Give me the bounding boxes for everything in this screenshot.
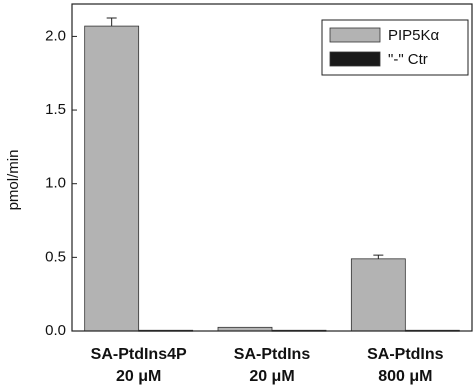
x-tick-label: 20 μM	[116, 368, 161, 385]
y-tick-label: 0.5	[45, 248, 66, 265]
legend-swatch	[329, 51, 381, 67]
legend-label: "-" Ctr	[388, 51, 428, 68]
x-tick-label: 20 μM	[249, 368, 294, 385]
y-tick-label: 1.0	[45, 175, 66, 192]
x-tick-label: SA-PtdIns4P	[91, 346, 187, 363]
legend-swatch	[329, 27, 381, 43]
x-tick-label: SA-PtdIns	[234, 346, 311, 363]
y-tick-label: 2.0	[45, 27, 66, 44]
legend-label: PIP5Kα	[388, 27, 440, 44]
x-tick-label: 800 μM	[378, 368, 432, 385]
bar	[84, 25, 140, 332]
error-bar	[373, 254, 384, 259]
bar	[350, 258, 406, 332]
plot-frame	[71, 3, 473, 332]
y-tick-label: 0.0	[45, 322, 66, 339]
error-bar	[106, 17, 117, 27]
y-tick-label: 1.5	[45, 101, 66, 118]
x-tick-label: SA-PtdIns	[367, 346, 444, 363]
y-axis-label: pmol/min	[5, 150, 22, 211]
